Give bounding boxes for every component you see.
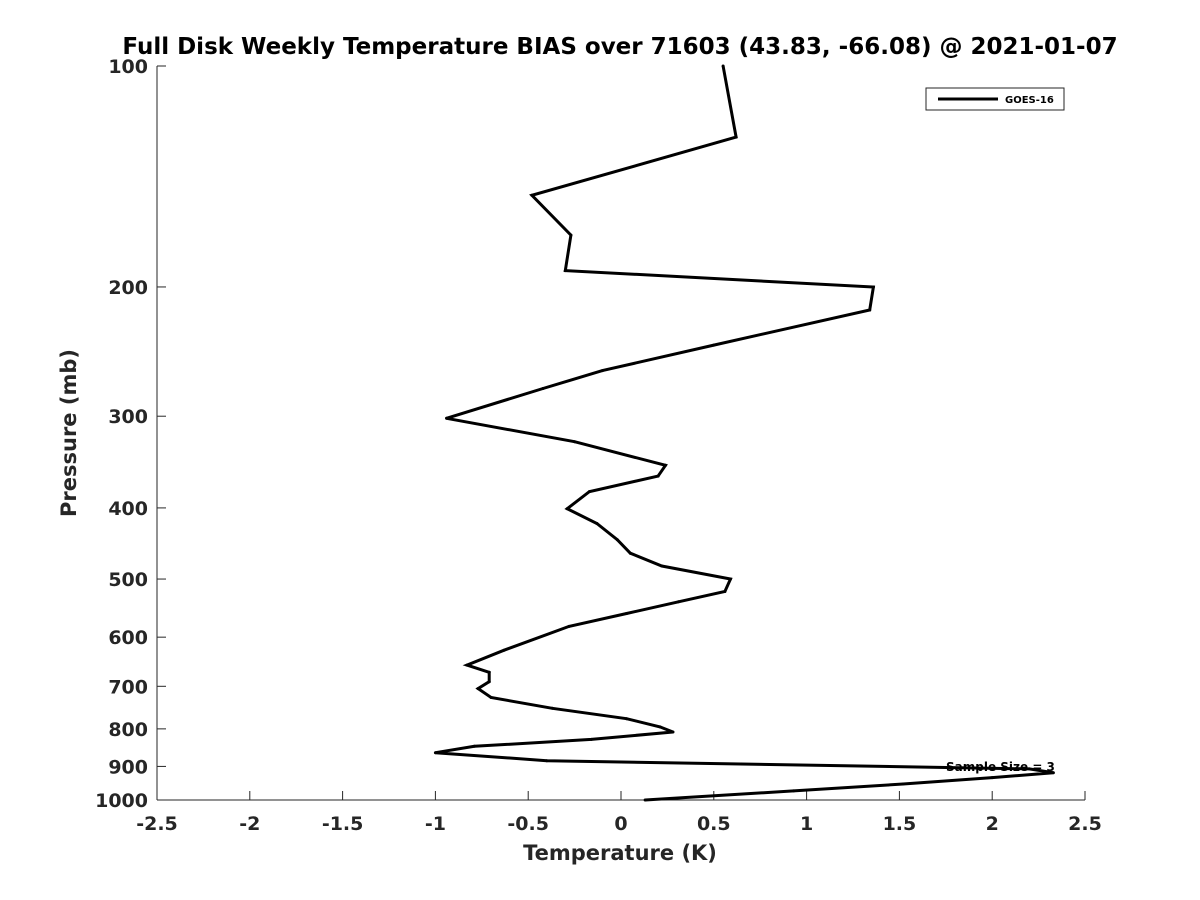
data-point (792, 789, 796, 793)
data-point (990, 776, 994, 780)
data-point (1051, 771, 1055, 775)
legend-label-goes-16: GOES-16 (1005, 95, 1054, 106)
series-group (433, 64, 1055, 802)
data-point (664, 463, 667, 467)
data-point (643, 798, 647, 802)
data-point (1027, 767, 1031, 771)
data-point (595, 522, 599, 525)
x-tick-label: -0.5 (507, 813, 549, 835)
data-point (487, 670, 491, 674)
y-ticks: 100 200 300 400 500 600 700 800 900 1000 (95, 56, 166, 812)
data-point (901, 782, 905, 786)
data-point (600, 369, 604, 373)
y-tick-label: 500 (108, 569, 148, 591)
y-tick-label: 100 (108, 56, 148, 78)
data-point (628, 551, 632, 555)
data-point (563, 269, 567, 273)
y-tick-label: 1000 (95, 790, 148, 812)
data-point (472, 744, 476, 748)
data-point (489, 696, 493, 699)
x-tick-label: -1.5 (322, 813, 364, 835)
x-axis-label: Temperature (K) (523, 841, 717, 865)
data-point (587, 490, 591, 494)
x-tick-label: 0 (614, 813, 627, 835)
data-point (550, 706, 554, 710)
data-point (502, 648, 506, 652)
data-point (445, 416, 448, 420)
x-tick-label: 1.5 (883, 813, 917, 835)
data-point (729, 577, 732, 581)
data-point (625, 612, 629, 615)
data-point (465, 663, 469, 667)
axes (156, 66, 1085, 801)
data-point (569, 233, 573, 237)
y-tick-label: 700 (108, 676, 148, 698)
y-tick-label: 200 (108, 277, 148, 299)
x-tick-label: -2.5 (136, 813, 178, 835)
data-point (723, 590, 727, 593)
series-line-goes-16 (435, 65, 1054, 802)
data-point (656, 474, 660, 478)
x-tick-label: -1 (425, 813, 446, 835)
data-point (573, 440, 577, 444)
data-point (567, 624, 571, 628)
data-point (625, 717, 629, 721)
data-point (660, 564, 664, 568)
data-point (487, 680, 491, 684)
data-point (565, 507, 569, 511)
x-tick-label: 1 (800, 813, 813, 835)
data-point (476, 687, 480, 691)
data-point (615, 538, 619, 542)
sample-size-annotation: Sample Size = 3 (946, 760, 1055, 774)
x-tick-label: -2 (239, 813, 260, 835)
x-tick-label: 0.5 (697, 813, 731, 835)
y-tick-label: 900 (108, 756, 148, 778)
data-point (734, 135, 738, 139)
data-point (677, 600, 680, 604)
chart-title: Full Disk Weekly Temperature BIAS over 7… (122, 34, 1117, 60)
data-point (671, 730, 675, 734)
data-point (658, 725, 662, 729)
data-point (541, 387, 545, 390)
x-ticks: -2.5 -2 -1.5 -1 -0.5 0 0.5 1 1.5 2 2.5 (136, 791, 1102, 835)
y-tick-label: 300 (108, 406, 148, 428)
data-point (871, 285, 875, 289)
legend: GOES-16 (925, 87, 1065, 111)
data-point (545, 759, 549, 763)
data-point (530, 193, 534, 197)
y-tick-label: 600 (108, 627, 148, 649)
data-point (589, 737, 593, 741)
y-axis-label: Pressure (mb) (57, 349, 81, 517)
data-point (868, 308, 872, 312)
y-tick-label: 400 (108, 498, 148, 520)
y-tick-label: 800 (108, 719, 148, 741)
x-tick-label: 2 (986, 813, 999, 835)
data-point (433, 751, 437, 755)
data-point (712, 343, 716, 347)
x-tick-label: 2.5 (1068, 813, 1102, 835)
data-point (721, 64, 725, 68)
